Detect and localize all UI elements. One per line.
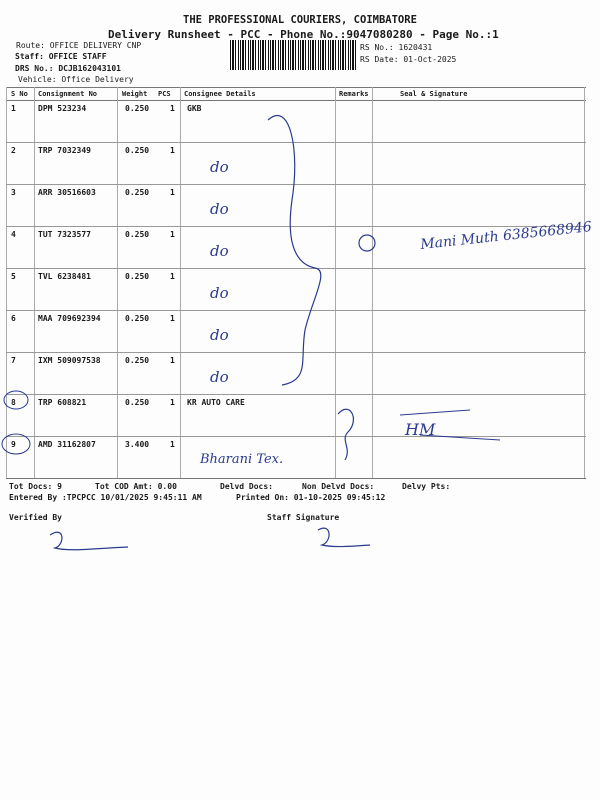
column-divider	[117, 87, 118, 478]
handwritten-signature-row4: Mani Muth 6385668946	[419, 219, 593, 253]
vehicle: Vehicle: Office Delivery	[18, 75, 134, 84]
printed-on: Printed On: 01-10-2025 09:45:12	[236, 493, 386, 502]
cell-cn: TRP 608821	[38, 398, 87, 407]
cell-sno: 8	[11, 398, 16, 407]
col-pcs: PCS	[158, 90, 171, 98]
cell-cn: TUT 7323577	[38, 230, 91, 239]
cell-weight: 0.250	[125, 188, 150, 197]
cell-cn: DPM 523234	[38, 104, 87, 113]
row-divider	[6, 394, 586, 395]
cell-sno: 2	[11, 146, 16, 155]
cell-cn: IXM 509097538	[38, 356, 101, 365]
row-divider	[6, 268, 586, 269]
cell-pcs: 1	[170, 104, 175, 113]
company-name: THE PROFESSIONAL COURIERS, COIMBATORE	[183, 14, 417, 26]
cell-cn: TRP 7032349	[38, 146, 91, 155]
cell-cn: MAA 709692394	[38, 314, 101, 323]
delivery-points: Delvy Pts:	[402, 482, 451, 491]
question-mark	[337, 408, 354, 461]
cell-sno: 3	[11, 188, 16, 197]
total-docs: Tot Docs: 9	[9, 482, 62, 491]
handwritten-initials-row9: HM	[405, 420, 436, 439]
row-divider	[6, 436, 586, 437]
verified-by-label: Verified By	[9, 513, 62, 522]
handwritten-consignee: do	[210, 284, 229, 302]
column-divider	[584, 87, 585, 478]
cell-weight: 0.250	[125, 272, 150, 281]
rs-number: RS No.: 1620431	[360, 43, 433, 52]
cell-weight: 0.250	[125, 314, 150, 323]
verified-by-signature	[49, 531, 129, 551]
col-sno: S No	[11, 90, 28, 98]
cell-weight: 0.250	[125, 356, 150, 365]
column-divider	[34, 87, 35, 478]
col-consignment: Consignment No	[38, 90, 98, 98]
drs-number: DRS No.: DCJB162043101	[15, 64, 121, 73]
cell-cn: ARR 30516603	[38, 188, 96, 197]
cell-pcs: 1	[170, 398, 175, 407]
cell-pcs: 1	[170, 314, 175, 323]
cell-sno: 5	[11, 272, 16, 281]
handwritten-consignee: do	[210, 242, 229, 260]
row-divider	[6, 184, 586, 185]
handwritten-consignee: Bharani Tex.	[200, 452, 284, 467]
cell-sno: 6	[11, 314, 16, 323]
staff: Staff: OFFICE STAFF	[15, 52, 107, 61]
column-divider	[180, 87, 181, 478]
cell-sno: 9	[11, 440, 16, 449]
cell-pcs: 1	[170, 440, 175, 449]
total-cod: Tot COD Amt: 0.00	[95, 482, 177, 491]
handwritten-consignee: do	[210, 368, 229, 386]
non-delivered-docs: Non Delvd Docs:	[302, 482, 375, 491]
rs-date: RS Date: 01-Oct-2025	[360, 55, 457, 64]
cell-cn: AMD 31162807	[38, 440, 96, 449]
handwritten-consignee: do	[210, 200, 229, 218]
handwritten-consignee: do	[210, 158, 229, 176]
cell-consignee: KR AUTO CARE	[187, 398, 245, 407]
entered-by: Entered By :TPCPCC 10/01/2025 9:45:11 AM	[9, 493, 202, 502]
cell-sno: 1	[11, 104, 16, 113]
cell-pcs: 1	[170, 272, 175, 281]
cell-pcs: 1	[170, 146, 175, 155]
cell-weight: 0.250	[125, 398, 150, 407]
cell-weight: 0.250	[125, 146, 150, 155]
column-divider	[372, 87, 373, 478]
bracket-mark	[267, 114, 322, 386]
row-divider	[6, 142, 586, 143]
cell-weight: 0.250	[125, 230, 150, 239]
column-divider	[6, 87, 7, 478]
delivered-docs: Delvd Docs:	[220, 482, 273, 491]
barcode	[230, 40, 356, 70]
cell-pcs: 1	[170, 356, 175, 365]
col-seal: Seal & Signature	[400, 90, 468, 98]
cell-cn: TVL 6238481	[38, 272, 91, 281]
cell-weight: 3.400	[125, 440, 150, 449]
col-weight: Weight	[122, 90, 148, 98]
cell-pcs: 1	[170, 230, 175, 239]
col-consignee: Consignee Details	[184, 90, 256, 98]
row-divider	[6, 310, 586, 311]
cell-pcs: 1	[170, 188, 175, 197]
cell-sno: 4	[11, 230, 16, 239]
staff-signature-label: Staff Signature	[267, 513, 340, 522]
cell-weight: 0.250	[125, 104, 150, 113]
runsheet-subtitle: Delivery Runsheet - PCC - Phone No.:9047…	[108, 28, 499, 41]
handwritten-consignee: do	[210, 326, 229, 344]
cell-sno: 7	[11, 356, 16, 365]
column-divider	[335, 87, 336, 478]
row-divider	[6, 226, 586, 227]
cell-consignee: GKB	[187, 104, 202, 113]
col-remarks: Remarks	[339, 90, 369, 98]
staff-signature-mark	[317, 527, 371, 548]
route: Route: OFFICE DELIVERY CNP	[16, 41, 142, 50]
row-divider	[6, 352, 586, 353]
